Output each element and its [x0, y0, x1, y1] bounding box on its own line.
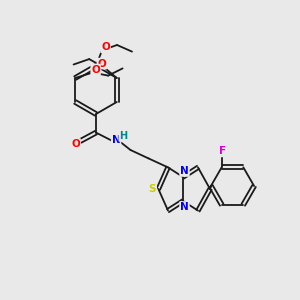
Text: H: H [119, 131, 128, 141]
Text: N: N [112, 135, 121, 145]
Text: O: O [101, 42, 110, 52]
Text: O: O [98, 58, 106, 69]
Text: N: N [180, 202, 189, 212]
Text: S: S [149, 184, 156, 194]
Text: O: O [71, 139, 80, 149]
Text: F: F [219, 146, 226, 156]
Text: O: O [91, 64, 100, 75]
Text: N: N [180, 166, 189, 176]
